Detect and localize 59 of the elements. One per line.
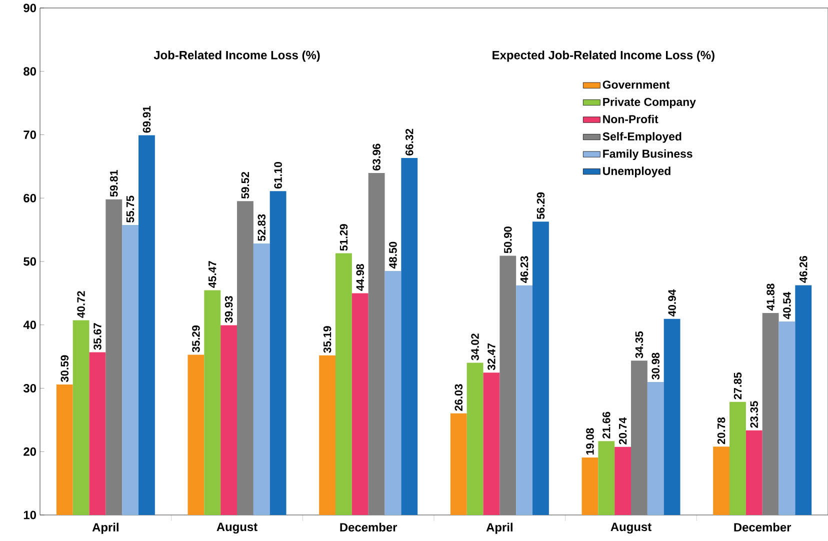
data-label: 46.26 xyxy=(800,256,808,283)
legend-label: Private Company xyxy=(603,98,696,108)
data-label: 21.66 xyxy=(602,412,610,439)
data-label: 40.54 xyxy=(783,292,791,320)
x-tick-label: August xyxy=(216,522,258,534)
data-label: 44.98 xyxy=(356,264,364,291)
data-label: 52.83 xyxy=(258,214,266,242)
x-tick-label: April xyxy=(486,522,512,534)
data-label: 56.29 xyxy=(536,192,545,220)
x-tick-label: December xyxy=(734,522,792,532)
legend-label: Non-Profit xyxy=(603,114,658,124)
data-label: 23.35 xyxy=(750,401,758,428)
y-tick-label: 60 xyxy=(24,194,36,202)
data-label: 34.02 xyxy=(471,334,479,360)
y-tick-label: 50 xyxy=(24,257,36,266)
data-label: 20.78 xyxy=(717,417,726,444)
data-label: 59.52 xyxy=(241,172,250,199)
data-label: 48.50 xyxy=(389,242,397,269)
x-tick-label: August xyxy=(610,522,652,534)
data-label: 63.96 xyxy=(372,144,380,170)
data-label: 55.75 xyxy=(126,196,134,223)
data-label: 45.47 xyxy=(208,261,216,288)
legend-label: Self-Employed xyxy=(602,132,682,143)
data-label: 39.93 xyxy=(224,296,233,323)
y-tick-label: 70 xyxy=(24,130,36,139)
data-label: 30.98 xyxy=(652,352,660,380)
data-label: 20.74 xyxy=(618,417,627,444)
legend-label: Unemployed xyxy=(603,166,670,178)
data-label: 41.88 xyxy=(766,284,774,311)
data-label: 61.10 xyxy=(274,162,282,189)
legend-label: Family Business xyxy=(603,149,692,160)
data-label: 35.67 xyxy=(94,323,102,350)
y-tick-label: 10 xyxy=(24,510,36,520)
data-label: 35.29 xyxy=(192,326,200,352)
legend-label: Government xyxy=(602,80,670,89)
data-label: 40.94 xyxy=(668,289,676,317)
y-tick-label: 80 xyxy=(24,67,36,76)
y-tick-label: 20 xyxy=(24,447,36,456)
annotation: Expected Job-Related Income Loss (%) xyxy=(492,50,714,62)
y-tick-label: 90 xyxy=(24,4,36,12)
data-label: 35.19 xyxy=(323,326,332,353)
y-tick-label: 40 xyxy=(23,320,36,330)
data-label: 30.59 xyxy=(60,355,69,382)
x-tick-label: December xyxy=(340,522,398,532)
data-label: 34.35 xyxy=(635,331,644,358)
data-label: 26.03 xyxy=(454,384,463,411)
data-label: 66.32 xyxy=(406,128,414,156)
data-label: 40.72 xyxy=(77,291,85,318)
data-label: 50.90 xyxy=(504,226,512,254)
data-label: 19.08 xyxy=(586,428,594,455)
data-label: 69.91 xyxy=(142,106,151,133)
annotation: Job-Related Income Loss (%) xyxy=(154,50,320,62)
y-tick-label: 30 xyxy=(23,384,36,392)
data-label: 32.47 xyxy=(488,343,496,370)
data-label: 27.85 xyxy=(734,372,742,400)
data-label: 51.29 xyxy=(340,224,348,251)
x-tick-label: April xyxy=(92,522,118,534)
data-label: 46.23 xyxy=(520,256,528,284)
data-label: 59.81 xyxy=(110,170,118,197)
